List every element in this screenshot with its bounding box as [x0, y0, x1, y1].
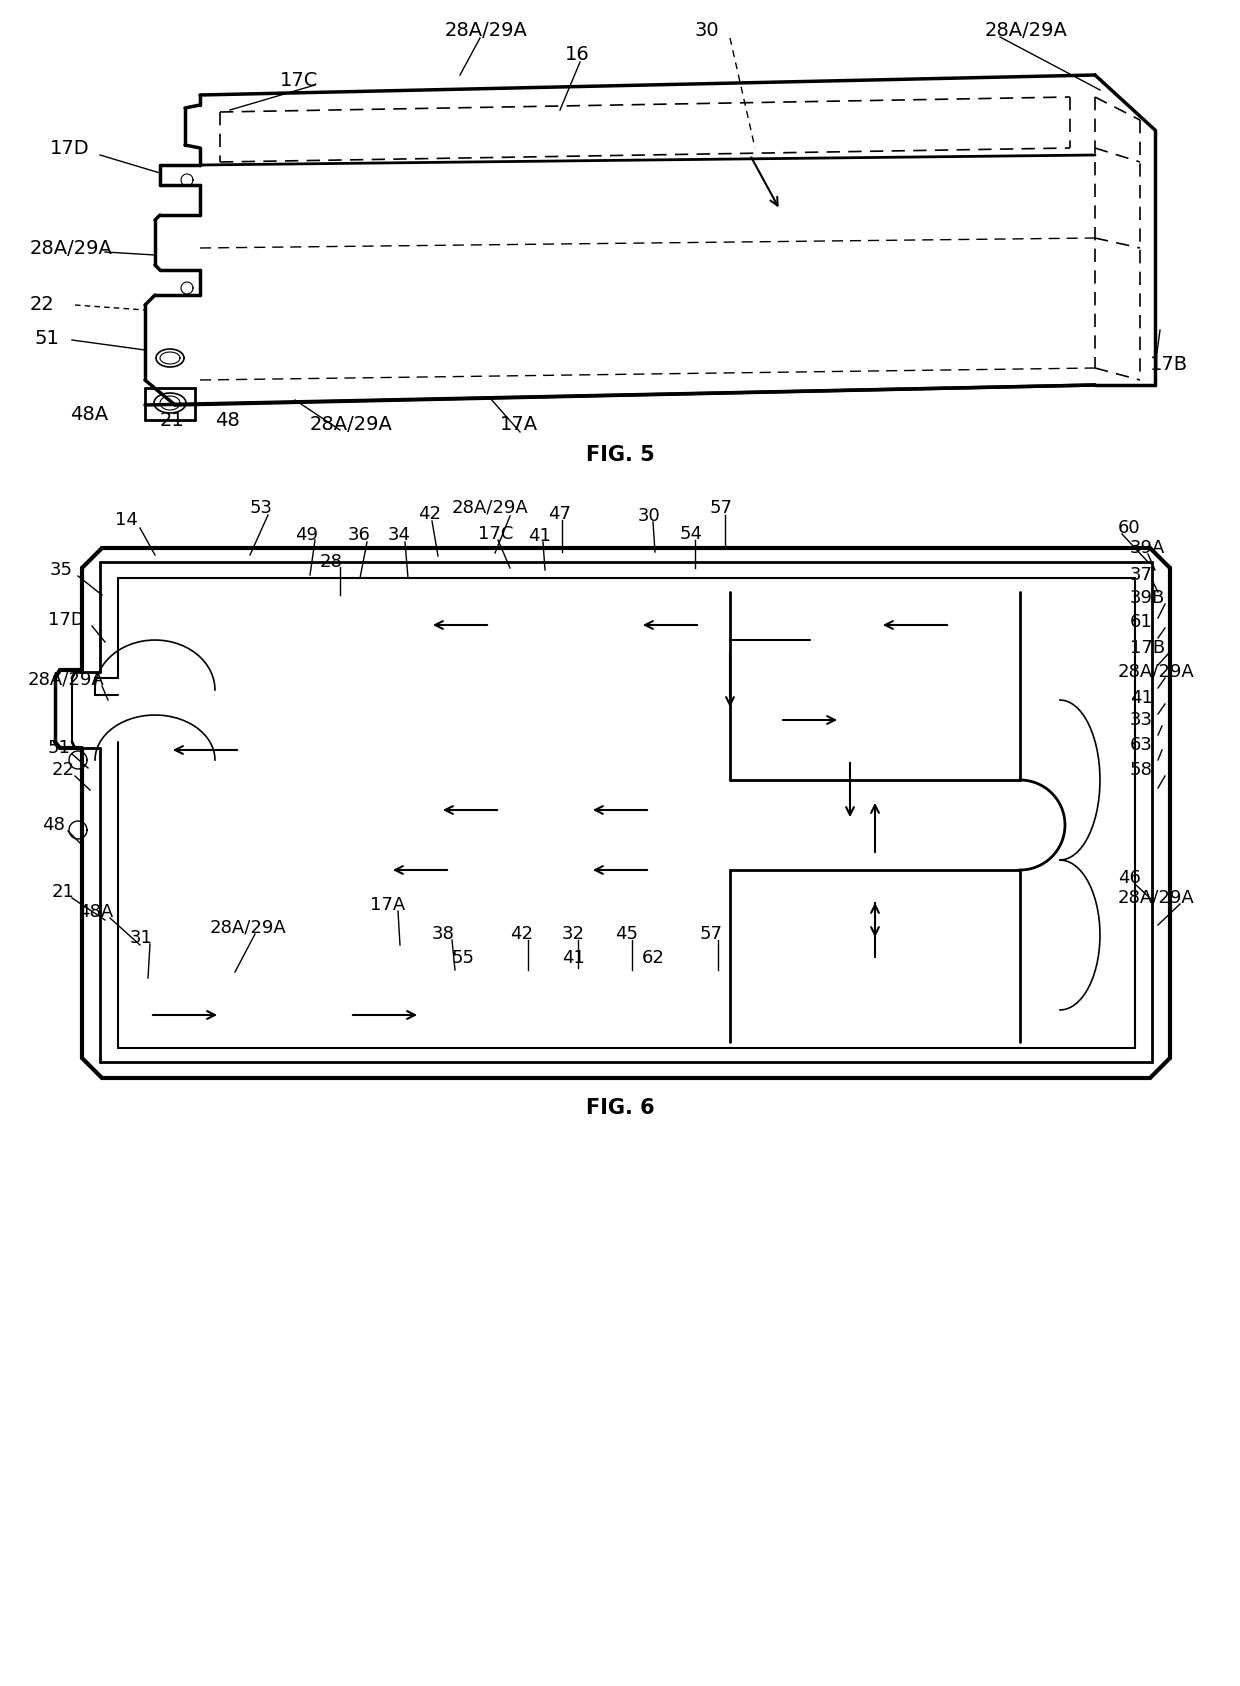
Text: 28A/29A: 28A/29A — [1118, 889, 1195, 907]
Text: 41: 41 — [562, 949, 585, 968]
Text: 53: 53 — [250, 499, 273, 518]
Text: 21: 21 — [160, 410, 185, 430]
Text: 32: 32 — [562, 926, 585, 942]
Text: 34: 34 — [388, 526, 410, 545]
Text: 14: 14 — [115, 511, 138, 529]
Text: 33: 33 — [1130, 711, 1153, 728]
Text: 49: 49 — [295, 526, 317, 545]
Text: 17A: 17A — [370, 895, 405, 914]
Text: FIG. 5: FIG. 5 — [585, 445, 655, 465]
Text: 30: 30 — [694, 20, 719, 39]
Text: 17C: 17C — [477, 524, 513, 543]
Text: 41: 41 — [528, 528, 551, 545]
Text: 38: 38 — [432, 926, 455, 942]
Text: 17D: 17D — [48, 610, 84, 629]
Text: 57: 57 — [711, 499, 733, 518]
Text: 28A/29A: 28A/29A — [30, 238, 113, 258]
Text: 28A/29A: 28A/29A — [210, 919, 286, 937]
Text: 46: 46 — [1118, 868, 1141, 887]
Text: 31: 31 — [130, 929, 153, 948]
Text: 30: 30 — [639, 507, 661, 524]
Text: 57: 57 — [701, 926, 723, 942]
Text: 42: 42 — [510, 926, 533, 942]
Text: 17D: 17D — [50, 138, 89, 157]
Text: 41: 41 — [1130, 690, 1153, 706]
Text: 16: 16 — [565, 46, 590, 64]
Text: 60: 60 — [1118, 519, 1141, 538]
Text: 39B: 39B — [1130, 588, 1166, 607]
Text: 17B: 17B — [1130, 639, 1166, 658]
Text: 28A/29A: 28A/29A — [1118, 663, 1195, 681]
Text: 28A/29A: 28A/29A — [29, 671, 104, 690]
Text: 61: 61 — [1130, 614, 1153, 631]
Text: 58: 58 — [1130, 760, 1153, 779]
Text: 48A: 48A — [78, 904, 113, 921]
Text: 48: 48 — [215, 410, 239, 430]
Text: 63: 63 — [1130, 737, 1153, 754]
Text: 51: 51 — [48, 738, 71, 757]
Text: 42: 42 — [418, 506, 441, 523]
Text: 48: 48 — [42, 816, 64, 835]
Text: 62: 62 — [642, 949, 665, 968]
Text: 47: 47 — [548, 506, 570, 523]
Text: 48A: 48A — [69, 406, 108, 425]
Text: 28A/29A: 28A/29A — [445, 20, 528, 39]
Text: 22: 22 — [52, 760, 74, 779]
Text: 28A/29A: 28A/29A — [453, 499, 528, 518]
Text: 28: 28 — [320, 553, 343, 572]
Text: 17B: 17B — [1149, 356, 1188, 374]
Text: 51: 51 — [35, 329, 60, 347]
Text: 17C: 17C — [280, 71, 319, 89]
Text: 39A: 39A — [1130, 540, 1166, 556]
Text: 45: 45 — [615, 926, 639, 942]
Text: 36: 36 — [348, 526, 371, 545]
Text: 22: 22 — [30, 295, 55, 315]
Text: 55: 55 — [453, 949, 475, 968]
Text: 54: 54 — [680, 524, 703, 543]
Text: FIG. 6: FIG. 6 — [585, 1098, 655, 1118]
Text: 37: 37 — [1130, 566, 1153, 583]
Text: 35: 35 — [50, 561, 73, 578]
Text: 28A/29A: 28A/29A — [310, 415, 393, 435]
Text: 28A/29A: 28A/29A — [985, 20, 1068, 39]
Text: 17A: 17A — [500, 415, 538, 435]
Text: 21: 21 — [52, 883, 74, 900]
